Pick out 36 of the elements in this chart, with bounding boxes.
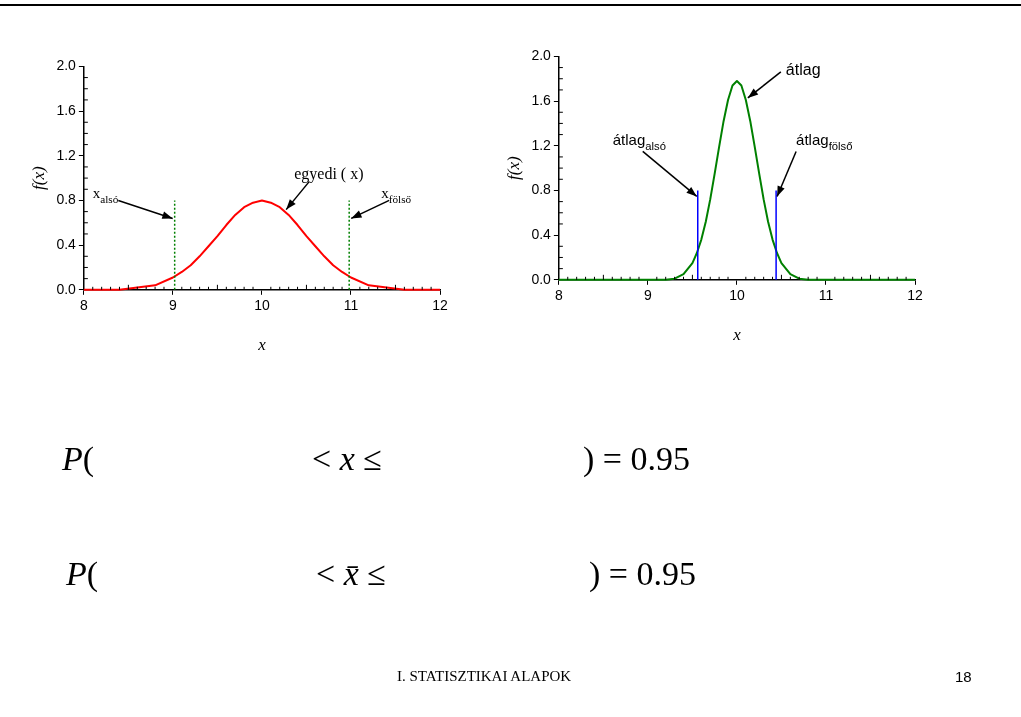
text: ) = 0.95 (583, 440, 690, 477)
y-tick-label: 0.8 (531, 181, 552, 198)
y-tick-label: 1.2 (531, 136, 552, 153)
text: 18 (955, 668, 972, 685)
annotation: egyedi ( x) (294, 164, 364, 183)
y-tick-label: 2.0 (531, 47, 552, 64)
y-tick-label: 1.6 (531, 91, 552, 108)
y-tick-label: 0.4 (56, 235, 77, 252)
y-tick-label: 0.0 (56, 280, 77, 297)
x-tick-label: 10 (729, 287, 745, 304)
text: < x ≤ (312, 440, 382, 477)
text: < x̄ ≤ (316, 555, 386, 592)
y-axis-title: f(x) (28, 165, 48, 190)
y-tick-label: 1.6 (56, 101, 77, 118)
text: ) = 0.95 (589, 555, 696, 592)
x-tick-label: 8 (79, 297, 88, 314)
text: P( (62, 440, 95, 477)
x-axis-title: x (257, 335, 267, 355)
annotation: átlag (785, 60, 821, 78)
x-tick-label: 9 (169, 297, 177, 314)
y-tick-label: 0.0 (531, 270, 552, 287)
x-tick-label: 12 (907, 287, 923, 304)
x-tick-label: 10 (254, 297, 270, 314)
y-tick-label: 1.2 (56, 146, 77, 163)
y-tick-label: 2.0 (56, 57, 77, 74)
x-tick-label: 12 (432, 297, 448, 314)
x-tick-label: 11 (818, 287, 834, 304)
x-tick-label: 11 (343, 297, 359, 314)
x-axis-title: x (732, 325, 742, 345)
text: I. STATISZTIKAI ALAPOK (397, 668, 572, 685)
y-tick-label: 0.8 (56, 191, 77, 208)
x-tick-label: 8 (554, 287, 563, 304)
x-tick-label: 9 (644, 287, 652, 304)
y-tick-label: 0.4 (531, 225, 552, 242)
text: P( (66, 555, 99, 592)
y-axis-title: f(x) (503, 155, 523, 180)
